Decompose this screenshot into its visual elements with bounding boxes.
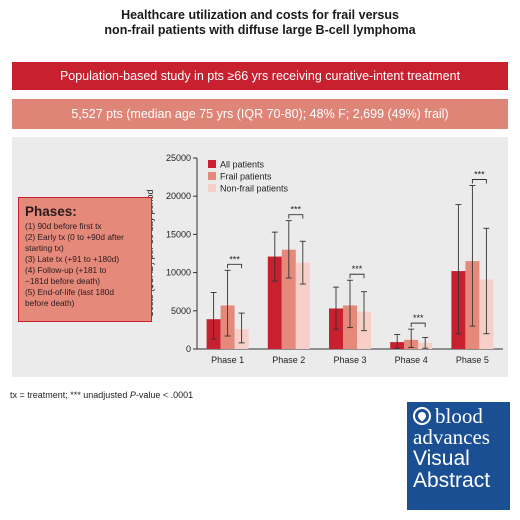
x-tick-label: Phase 5 xyxy=(456,355,489,365)
logo-brand-2: advances xyxy=(413,425,490,449)
y-tick-label: 25000 xyxy=(166,153,191,163)
title-line-1: Healthcare utilization and costs for fra… xyxy=(121,8,399,22)
logo-abstract: Abstract xyxy=(413,469,491,492)
logo-visual: Visual xyxy=(413,447,470,470)
x-tick-label: Phase 2 xyxy=(272,355,305,365)
legend-swatch xyxy=(208,184,216,192)
y-tick-label: 0 xyxy=(186,344,191,354)
title-line-2: non-frail patients with diffuse large B-… xyxy=(104,23,416,37)
significance-bracket xyxy=(410,322,426,328)
phase-line: (5) End-of-life (last 180d xyxy=(25,287,115,297)
legend-label: Frail patients xyxy=(220,172,272,182)
bar-0-1 xyxy=(267,256,282,349)
significance-label: *** xyxy=(413,313,424,323)
y-tick-label: 15000 xyxy=(166,229,191,239)
footnote-p: P xyxy=(129,390,136,400)
phase-line: starting tx) xyxy=(25,243,64,253)
logo-row: blood xyxy=(413,404,504,428)
logo-brand: blood xyxy=(435,404,483,428)
legend-label: Non-frail patients xyxy=(220,184,289,194)
y-tick-label: 20000 xyxy=(166,191,191,201)
y-tick-label: 10000 xyxy=(166,268,191,278)
significance-label: *** xyxy=(229,254,240,264)
phase-line: (4) Follow-up (+181 to xyxy=(25,265,107,275)
significance-bracket xyxy=(227,263,243,269)
footnote: tx = treatment; *** unadjusted P-value <… xyxy=(10,390,193,400)
significance-bracket xyxy=(288,214,304,219)
study-banner: Population-based study in pts ≥66 yrs re… xyxy=(12,62,508,90)
cohort-banner: 5,527 pts (median age 75 yrs (IQR 70-80)… xyxy=(12,99,508,129)
phase-line: −181d before death) xyxy=(25,276,100,286)
x-tick-label: Phase 4 xyxy=(395,355,428,365)
bar-1-1 xyxy=(281,249,296,349)
bar-2-1 xyxy=(295,262,310,349)
y-tick-label: 5000 xyxy=(171,306,191,316)
legend-swatch xyxy=(208,172,216,180)
phases-title: Phases: xyxy=(25,204,77,219)
phase-line: (3) Late tx (+91 to +180d) xyxy=(25,254,120,264)
x-tick-label: Phase 3 xyxy=(333,355,366,365)
blood-drop-icon xyxy=(413,407,431,425)
chart-title: Healthcare utilization and costs for fra… xyxy=(10,8,510,38)
footnote-suffix: -value < .0001 xyxy=(135,390,194,400)
legend-swatch xyxy=(208,160,216,168)
footnote-prefix: tx = treatment; *** unadjusted xyxy=(10,390,130,400)
blood-advances-logo: blood advances Visual Abstract xyxy=(407,402,510,510)
phase-line: before death) xyxy=(25,298,75,308)
phase-line: (1) 90d before first tx xyxy=(25,221,102,231)
phases-legend-box: Phases: (1) 90d before first tx (2) Earl… xyxy=(18,197,152,322)
significance-label: *** xyxy=(291,205,302,215)
significance-bracket xyxy=(471,179,487,184)
phase-line: (2) Early tx (0 to +90d after xyxy=(25,232,124,242)
legend-label: All patients xyxy=(220,160,265,170)
significance-label: *** xyxy=(352,264,363,274)
significance-label: *** xyxy=(474,170,485,180)
x-tick-label: Phase 1 xyxy=(211,355,244,365)
significance-bracket xyxy=(349,273,365,279)
